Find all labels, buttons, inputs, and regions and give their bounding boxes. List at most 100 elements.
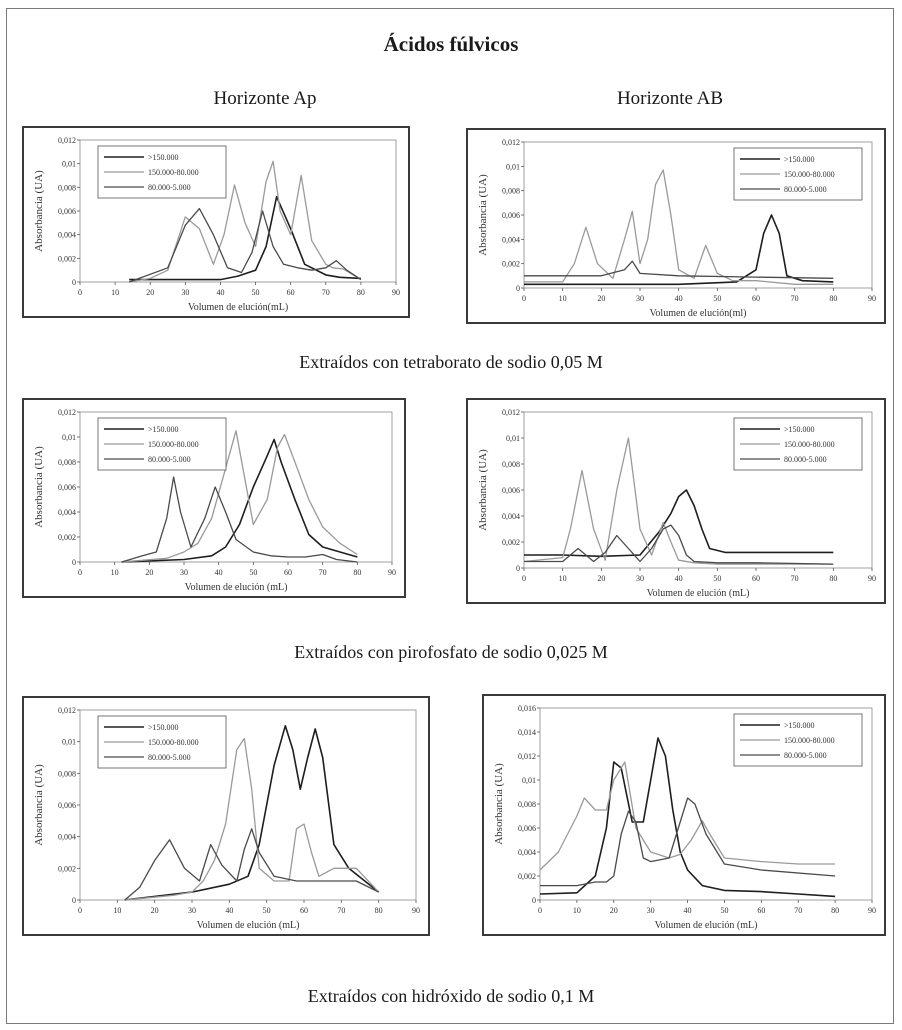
y-tick-label: 0,014	[518, 728, 536, 737]
y-tick-label: 0,01	[506, 434, 520, 443]
y-tick-label: 0,012	[58, 136, 76, 145]
column-title-ap: Horizonte Ap	[213, 88, 317, 109]
legend-label: 80.000-5.000	[148, 183, 191, 192]
x-tick-label: 10	[111, 288, 119, 297]
chart-panel-ab-hidroxido: 0 10 20 30 40 50 60 70 80 90 0 0,002 0,004 0,006 0,008…	[482, 694, 886, 936]
caption-pirofosfato: Extraídos con pirofosfato de sodio 0,025…	[294, 642, 608, 662]
x-tick-label: 40	[215, 568, 223, 577]
chart-ab-hidroxido: 0 10 20 30 40 50 60 70 80 90 0 0,002 0,004 0,006 0,008…	[493, 704, 876, 931]
x-tick-label: 50	[263, 906, 271, 915]
chart-ab-tetraborato: 0 10 20 30 40 50 60 70 80 90 0 0,002 0,004 0,006 0,008…	[477, 138, 876, 319]
y-tick-label: 0,002	[502, 538, 520, 547]
x-axis-label: Volumen de elución (mL)	[655, 920, 758, 931]
y-tick-label: 0,006	[502, 211, 520, 220]
y-axis-label: Absorbancia (UA)	[33, 764, 45, 846]
chart-ab-pirofosfato: 0 10 20 30 40 50 60 70 80 90 0 0,002 0,004 0,006 0,008…	[477, 408, 876, 599]
x-axis-label: Volumen de elución (mL)	[185, 582, 288, 593]
x-tick-label: 60	[300, 906, 308, 915]
x-axis-label: Volumen de elución (mL)	[197, 920, 300, 931]
y-tick-label: 0,008	[58, 458, 76, 467]
y-tick-label: 0	[72, 558, 76, 567]
y-tick-label: 0,008	[502, 187, 520, 196]
x-tick-label: 10	[111, 568, 119, 577]
caption-tetraborato: Extraídos con tetraborato de sodio 0,05 …	[299, 352, 603, 372]
series-line-1	[524, 489, 834, 558]
figure-frame	[6, 8, 894, 1024]
x-tick-label: 20	[151, 906, 159, 915]
x-tick-label: 40	[225, 906, 233, 915]
y-tick-label: 0,006	[502, 486, 520, 495]
y-tick-label: 0,012	[58, 706, 76, 715]
x-tick-label: 30	[188, 906, 196, 915]
x-tick-label: 40	[684, 906, 692, 915]
x-tick-label: 20	[597, 574, 605, 583]
legend-label: 80.000-5.000	[784, 751, 827, 760]
series-line-3	[524, 260, 834, 279]
series-line-2	[129, 160, 362, 283]
series-line-2	[524, 169, 834, 285]
y-tick-label: 0,012	[58, 408, 76, 417]
series-line-2	[124, 737, 380, 901]
y-tick-label: 0,004	[502, 512, 520, 521]
x-tick-label: 30	[647, 906, 655, 915]
x-tick-label: 60	[284, 568, 292, 577]
y-tick-label: 0,002	[58, 533, 76, 542]
legend-label: 150.000-80.000	[148, 738, 199, 747]
x-tick-label: 30	[180, 568, 188, 577]
series-line-3	[124, 828, 379, 901]
y-tick-label: 0,016	[518, 704, 536, 713]
legend-label: 80.000-5.000	[148, 753, 191, 762]
x-tick-label: 90	[388, 568, 396, 577]
y-tick-label: 0,008	[518, 800, 536, 809]
x-tick-label: 80	[353, 568, 361, 577]
y-tick-label: 0,004	[518, 848, 536, 857]
y-tick-label: 0,012	[502, 408, 520, 417]
y-tick-label: 0	[532, 896, 536, 905]
legend-label: 80.000-5.000	[784, 185, 827, 194]
x-tick-label: 10	[113, 906, 121, 915]
y-tick-label: 0,002	[502, 260, 520, 269]
x-tick-label: 20	[145, 568, 153, 577]
y-tick-label: 0,004	[502, 235, 520, 244]
x-tick-label: 60	[752, 294, 760, 303]
x-tick-label: 70	[791, 294, 799, 303]
y-tick-label: 0,01	[62, 738, 76, 747]
x-tick-label: 70	[791, 574, 799, 583]
x-tick-label: 90	[868, 906, 876, 915]
x-tick-label: 20	[146, 288, 154, 297]
y-axis-label: Absorbancia (UA)	[33, 170, 45, 252]
x-tick-label: 0	[78, 288, 82, 297]
series-line-1	[539, 737, 836, 898]
x-tick-label: 40	[216, 288, 224, 297]
x-tick-label: 80	[829, 294, 837, 303]
series-line-2	[523, 437, 834, 565]
legend-label: 80.000-5.000	[148, 455, 191, 464]
chart-panel-ap-hidroxido: 0 10 20 30 40 50 60 70 80 90 0 0,002 0,004 0,006 0,008…	[22, 696, 430, 936]
x-tick-label: 90	[392, 288, 400, 297]
x-tick-label: 0	[538, 906, 542, 915]
legend-label: 150.000-80.000	[148, 440, 199, 449]
legend-label: >150.000	[148, 425, 179, 434]
series-line-1	[129, 196, 361, 281]
series-line-3	[128, 207, 362, 283]
y-tick-label: 0,01	[62, 160, 76, 169]
series-line-3	[121, 476, 358, 563]
y-tick-label: 0,008	[58, 183, 76, 192]
x-tick-label: 60	[757, 906, 765, 915]
chart-ap-hidroxido: 0 10 20 30 40 50 60 70 80 90 0 0,002 0,004 0,006 0,008…	[33, 706, 420, 931]
legend-label: 150.000-80.000	[148, 168, 199, 177]
y-tick-label: 0,012	[518, 752, 536, 761]
x-tick-label: 30	[636, 574, 644, 583]
legend-label: 150.000-80.000	[784, 736, 835, 745]
y-tick-label: 0,01	[62, 433, 76, 442]
y-tick-label: 0	[72, 278, 76, 287]
y-tick-label: 0,004	[58, 508, 76, 517]
y-tick-label: 0,006	[518, 824, 536, 833]
x-tick-label: 50	[713, 294, 721, 303]
y-axis-label: Absorbancia (UA)	[477, 174, 489, 256]
y-tick-label: 0,004	[58, 833, 76, 842]
x-tick-label: 90	[412, 906, 420, 915]
legend-label: >150.000	[148, 723, 179, 732]
x-tick-label: 50	[249, 568, 257, 577]
series-line-2	[539, 761, 836, 871]
